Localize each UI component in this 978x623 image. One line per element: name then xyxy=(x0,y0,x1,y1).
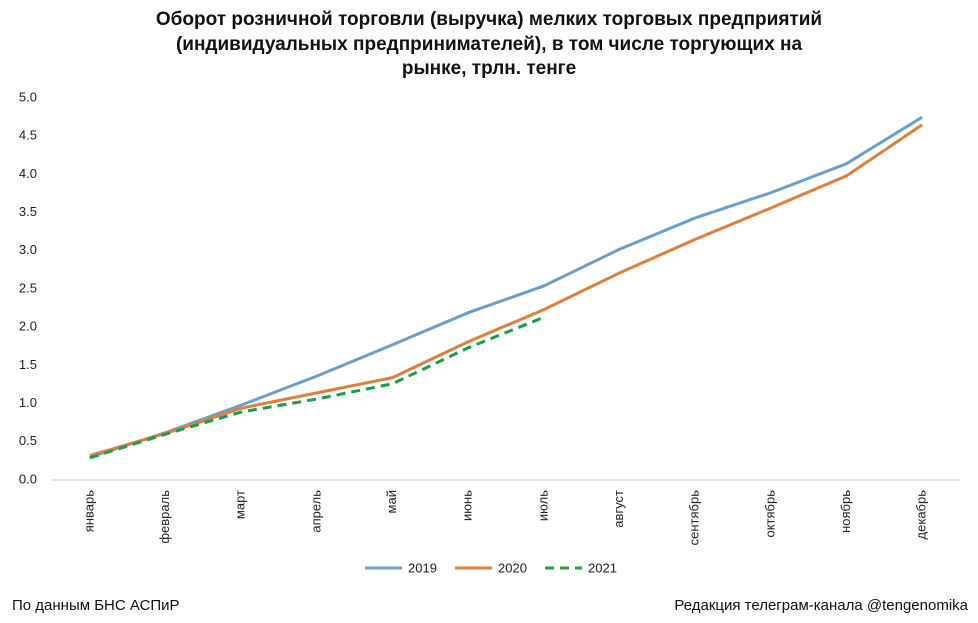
y-tick-label: 0.0 xyxy=(19,471,37,486)
legend-label: 2019 xyxy=(408,560,437,575)
x-tick-label: январь xyxy=(81,490,96,532)
y-tick-label: 4.0 xyxy=(19,166,37,181)
credit-note: Редакция телеграм-канала @tengenomika xyxy=(674,597,968,614)
y-tick-label: 1.5 xyxy=(19,357,37,372)
series-line xyxy=(89,115,923,459)
x-tick-label: июнь xyxy=(460,490,475,521)
y-tick-label: 2.5 xyxy=(19,280,37,295)
x-tick-label: ноябрь xyxy=(838,490,853,533)
series-line xyxy=(89,123,924,457)
x-tick-label: май xyxy=(384,490,399,513)
y-tick-label: 5.0 xyxy=(19,89,37,104)
legend-label: 2021 xyxy=(588,560,617,575)
x-tick-label: июль xyxy=(535,490,550,521)
chart-title: Оборот розничной торговли (выручка) мелк… xyxy=(156,9,822,30)
chart-title: рынке, трлн. тенге xyxy=(402,58,576,79)
x-tick-label: декабрь xyxy=(914,490,929,540)
series-line xyxy=(89,315,545,460)
chart-title: (индивидуальных предпринимателей), в том… xyxy=(176,34,803,55)
y-tick-label: 1.0 xyxy=(19,395,37,410)
x-tick-label: август xyxy=(611,490,626,528)
y-tick-label: 0.5 xyxy=(19,433,37,448)
x-tick-label: март xyxy=(233,490,248,519)
source-note: По данным БНС АСПиР xyxy=(12,597,180,614)
y-tick-label: 3.5 xyxy=(19,204,37,219)
y-tick-label: 3.0 xyxy=(19,242,37,257)
legend-label: 2020 xyxy=(498,560,527,575)
x-tick-label: апрель xyxy=(308,490,323,533)
y-tick-label: 2.0 xyxy=(19,319,37,334)
x-tick-label: сентябрь xyxy=(687,490,702,546)
x-tick-label: февраль xyxy=(157,490,172,544)
x-tick-label: октябрь xyxy=(762,490,777,538)
y-tick-label: 4.5 xyxy=(19,128,37,143)
